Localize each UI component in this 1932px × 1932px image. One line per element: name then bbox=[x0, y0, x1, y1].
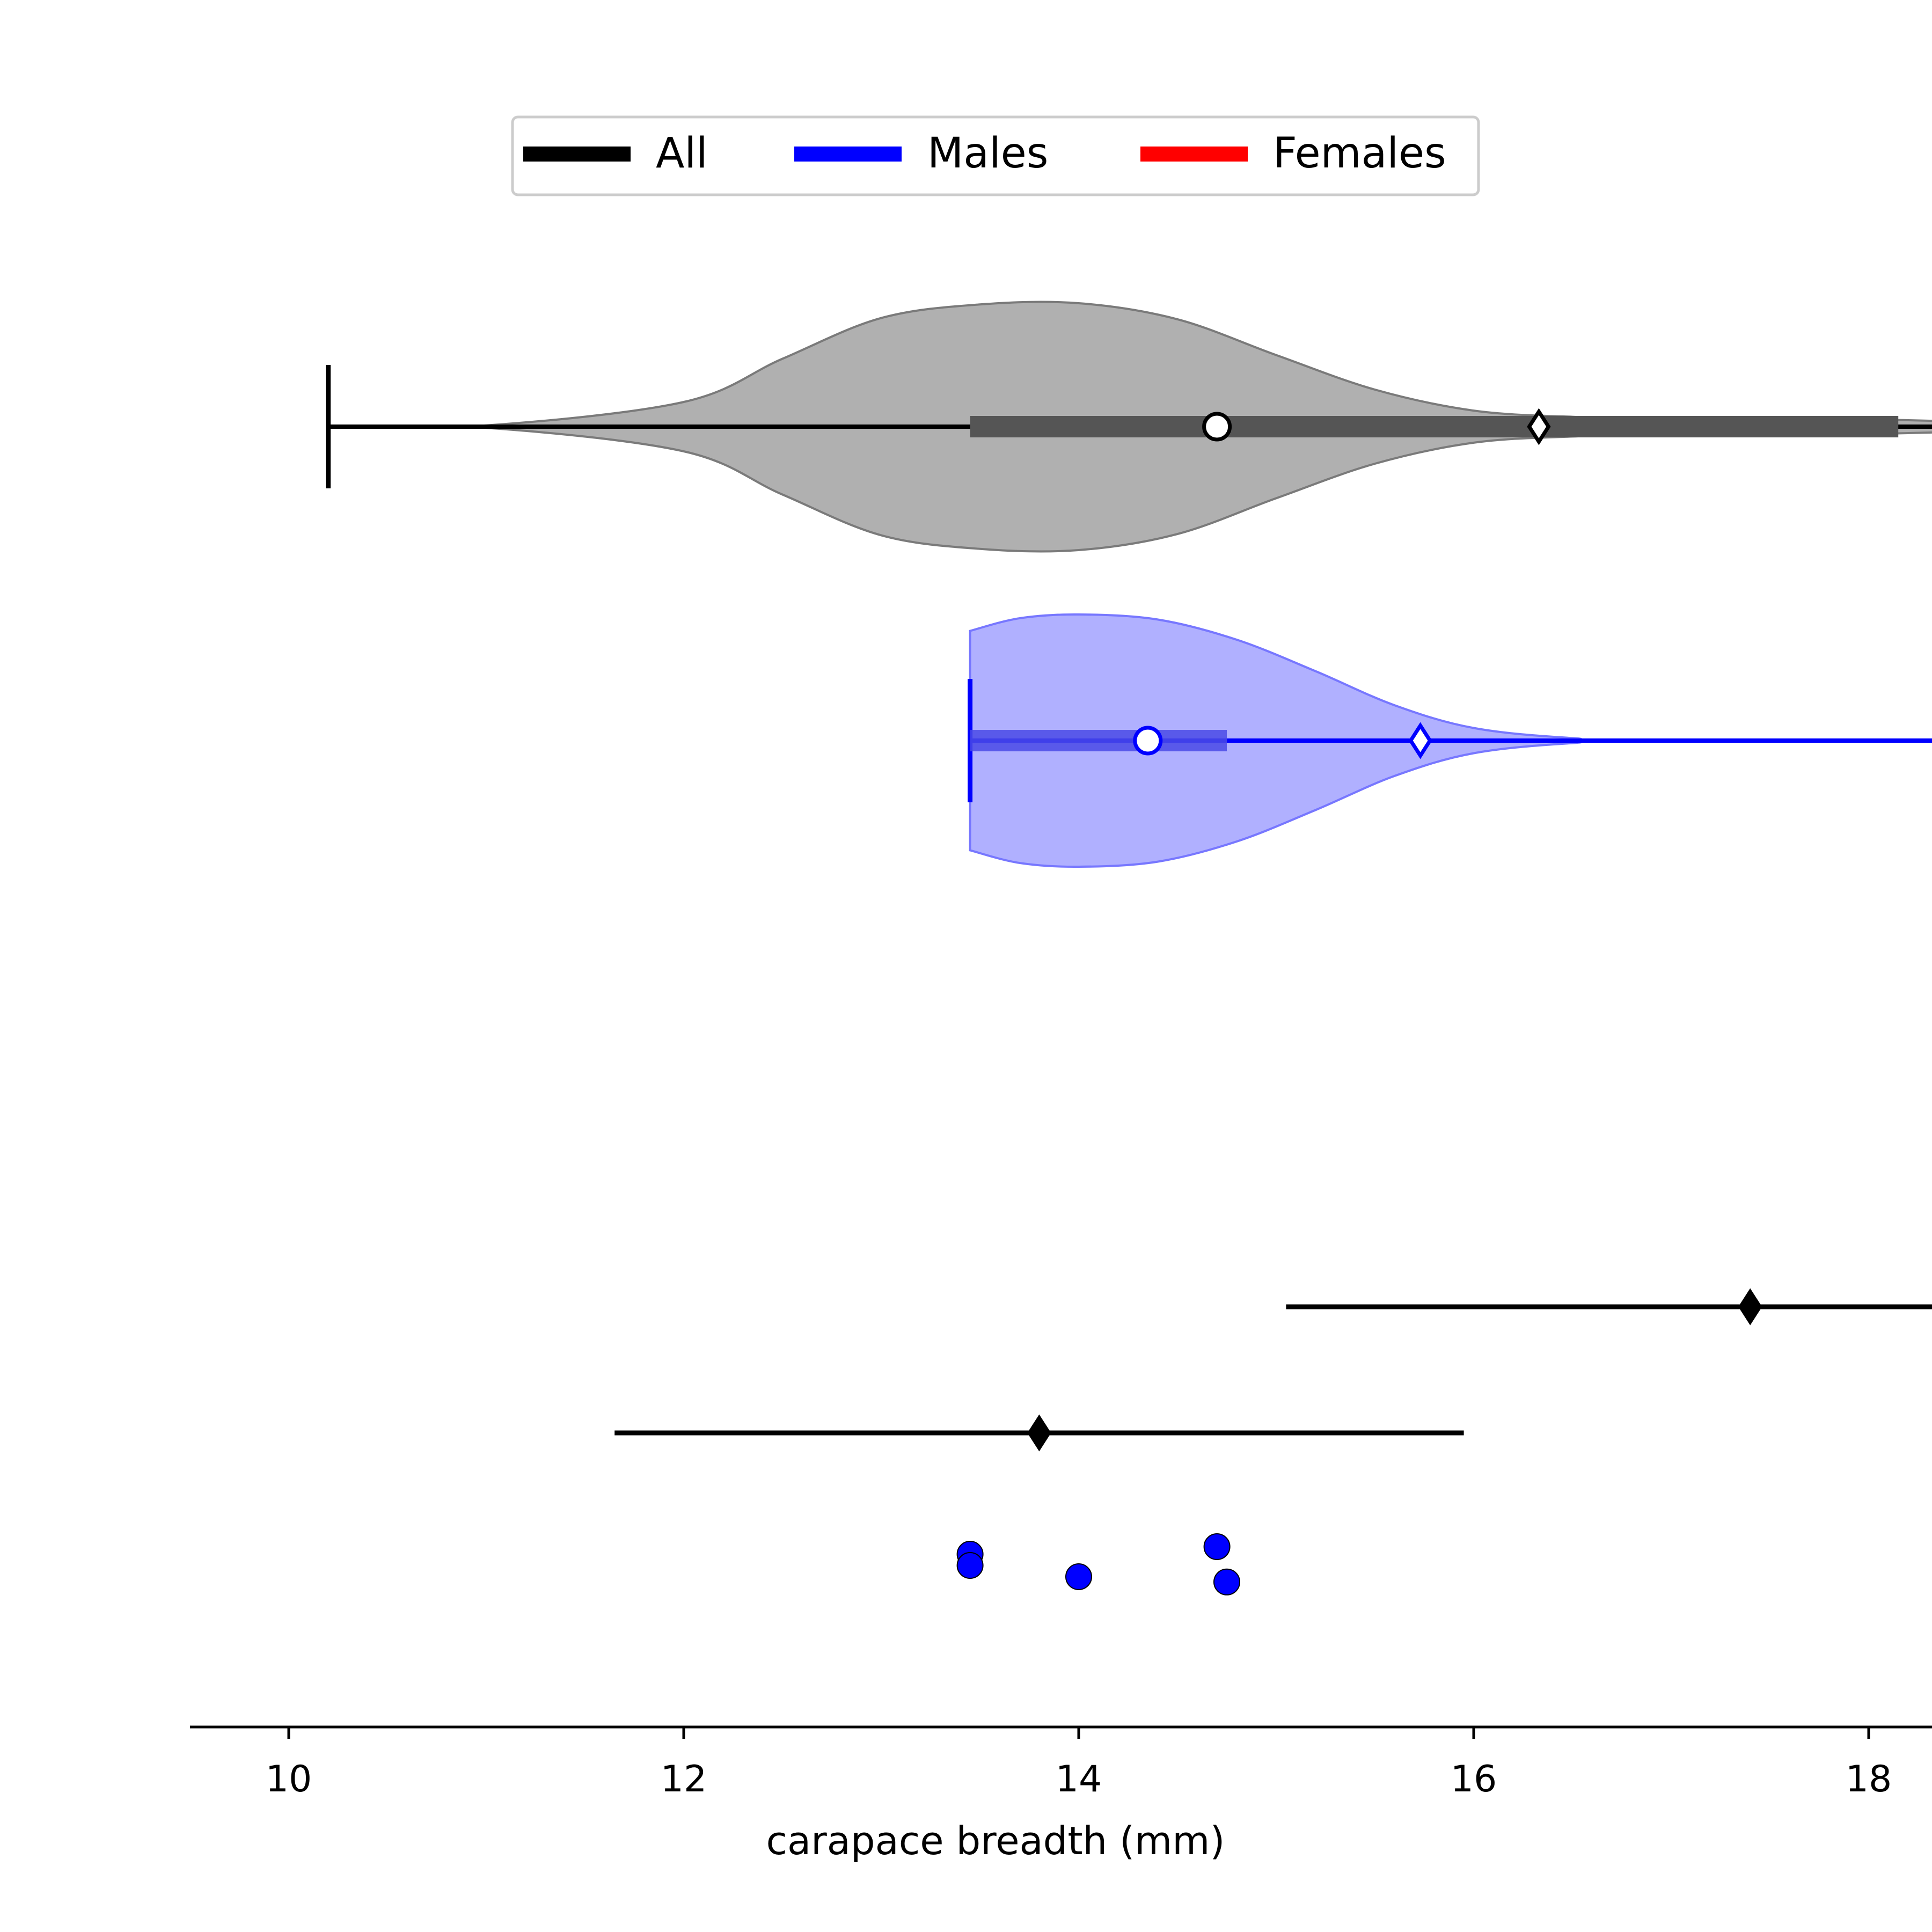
data-point-males-3 bbox=[956, 1552, 984, 1579]
x-tick-label-16: 16 bbox=[1451, 1758, 1497, 1801]
legend: All Males Females bbox=[511, 115, 1480, 196]
mean-ci-marker-1 bbox=[1738, 1288, 1762, 1326]
legend-label-females: Females bbox=[1273, 129, 1446, 178]
x-tick-label-18: 18 bbox=[1846, 1758, 1892, 1801]
legend-frame bbox=[511, 115, 1480, 196]
x-tick-label-12: 12 bbox=[661, 1758, 707, 1801]
iqr-all bbox=[970, 416, 1899, 437]
iqr-males bbox=[970, 730, 1227, 751]
x-tick-label-14: 14 bbox=[1056, 1758, 1102, 1801]
mean-all bbox=[1527, 408, 1551, 445]
legend-label-males: Males bbox=[927, 129, 1048, 178]
x-axis: 1012141618202224 bbox=[190, 1725, 1932, 1801]
mean-males bbox=[1408, 722, 1432, 759]
median-males bbox=[1133, 726, 1163, 756]
median-all bbox=[1202, 412, 1232, 442]
data-point-males-5 bbox=[1213, 1568, 1240, 1596]
data-point-males-1 bbox=[1203, 1533, 1231, 1560]
data-point-males-4 bbox=[1065, 1563, 1092, 1590]
x-tick-label-10: 10 bbox=[266, 1758, 312, 1801]
legend-label-all: All bbox=[656, 129, 708, 178]
mean-ci-marker-2 bbox=[1027, 1414, 1051, 1452]
x-axis-label: carapace breadth (mm) bbox=[766, 1818, 1225, 1863]
plot-area bbox=[326, 301, 1932, 1596]
